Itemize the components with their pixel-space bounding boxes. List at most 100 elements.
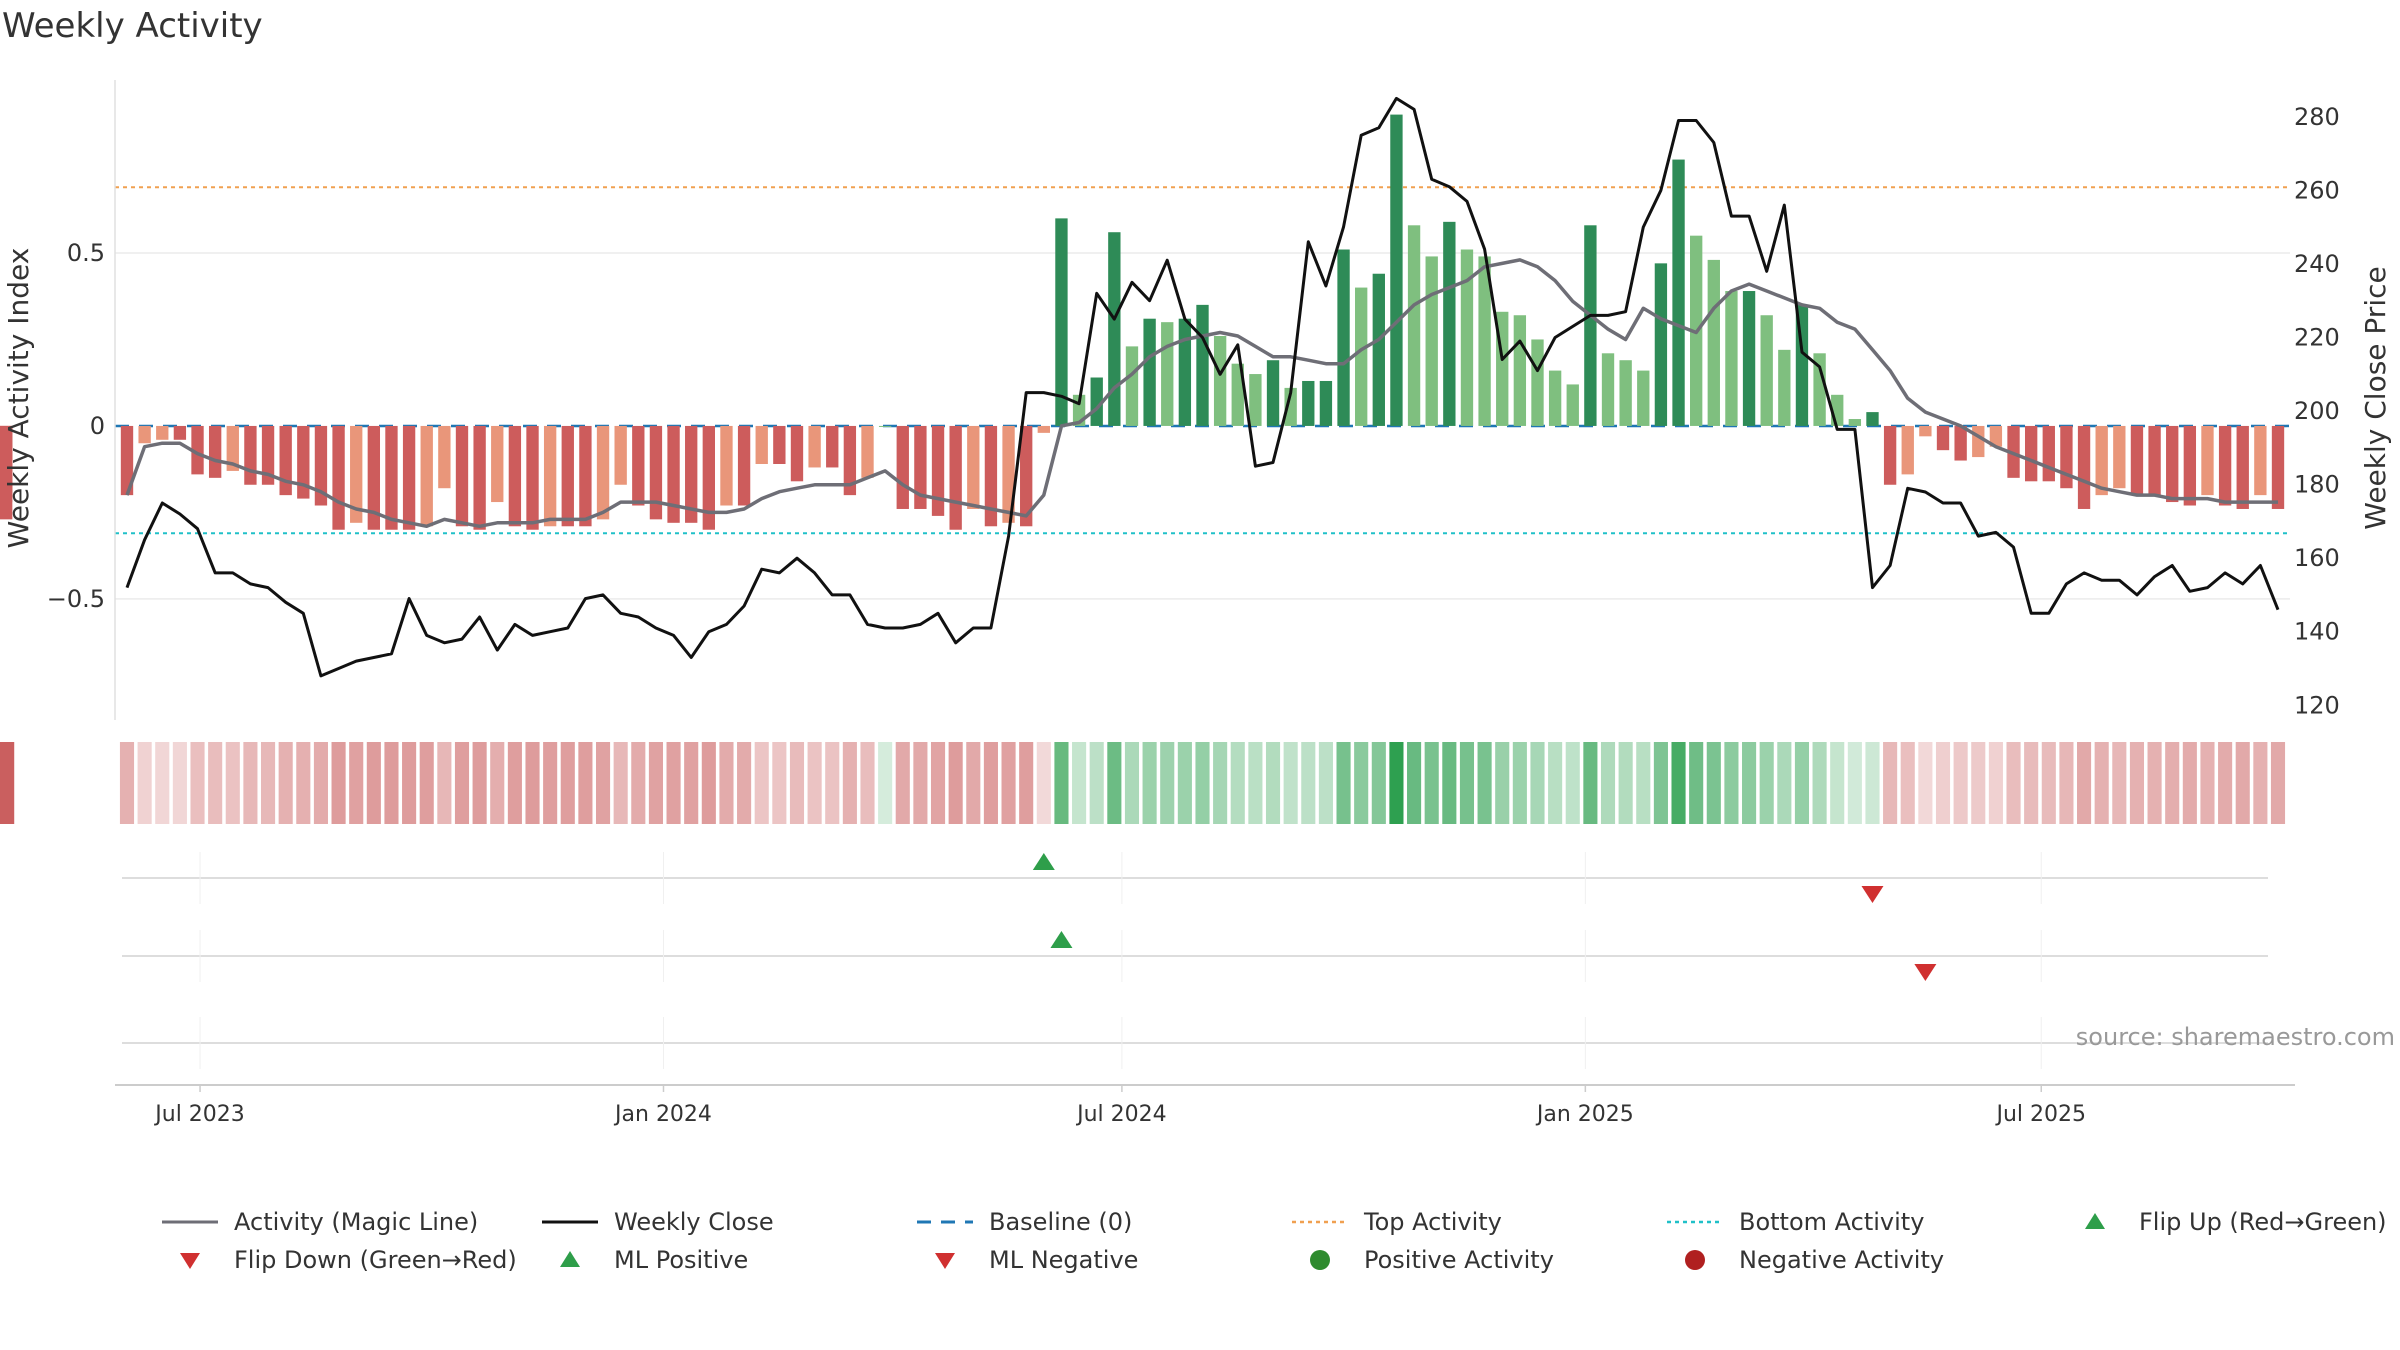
strip-cell — [2006, 742, 2021, 824]
strip-cell — [2253, 742, 2268, 824]
signal-lanes — [122, 852, 2268, 1069]
activity-bar — [279, 425, 292, 496]
y2-tick-label: 140 — [2294, 618, 2340, 646]
strip-cell — [1089, 742, 1104, 824]
strip-cell — [243, 742, 258, 824]
strip-cell — [595, 742, 611, 824]
strip-cell — [560, 742, 575, 824]
strip-cell — [366, 742, 381, 824]
activity-bar — [1742, 291, 1756, 426]
strip-cell — [948, 742, 963, 824]
activity-bar — [808, 425, 821, 468]
strip-cell — [2024, 742, 2039, 824]
strip-cell — [1072, 742, 1087, 824]
activity-bar — [350, 425, 363, 523]
strip-cell — [1160, 742, 1175, 824]
activity-bar — [843, 425, 857, 496]
strip-cell — [1459, 742, 1475, 824]
activity-bar — [1425, 256, 1438, 426]
strip-cell — [1900, 742, 1915, 824]
strip-cell — [1724, 742, 1739, 824]
activity-bar — [1707, 259, 1720, 426]
legend-item: Activity (Magic Line) — [160, 1208, 478, 1236]
activity-bar — [861, 425, 874, 478]
legend-item: Bottom Activity — [1665, 1208, 1924, 1236]
activity-bar — [2218, 425, 2232, 506]
activity-bar — [1972, 425, 1985, 458]
activity-bar — [1989, 425, 2003, 447]
legend-swatch — [2085, 1213, 2105, 1229]
legend-item: Flip Up (Red→Green) — [2065, 1208, 2387, 1236]
legend-item: Top Activity — [1290, 1208, 1502, 1236]
activity-bar — [1866, 412, 1879, 426]
strip-cell — [2041, 742, 2056, 824]
legend-circle — [1310, 1250, 1330, 1270]
activity-bar — [2254, 425, 2267, 496]
strip-cell — [1971, 742, 1986, 824]
strip-cell — [1265, 742, 1281, 824]
strip-cell — [2129, 742, 2145, 824]
axes: −0.5 0 0.5 120 140 160 180 200 220 240 260 280 Jul 2… — [47, 80, 2340, 1127]
strip-cell — [208, 742, 223, 824]
strip-cell — [1618, 742, 1633, 824]
strip-cell — [1689, 742, 1704, 824]
strip-cell — [1318, 742, 1333, 824]
activity-bar — [1337, 249, 1350, 426]
legend-swatch — [1310, 1250, 1330, 1270]
strip-cell — [1124, 742, 1140, 824]
activity-bar — [297, 425, 310, 499]
legend-swatch — [162, 1220, 218, 1224]
activity-bar — [1654, 263, 1668, 426]
strip-cell — [1935, 742, 1951, 824]
activity-bar — [543, 425, 557, 527]
y-tick-label: −0.5 — [47, 585, 105, 613]
strip-cell — [1354, 742, 1369, 824]
strip-cell — [2077, 742, 2092, 824]
legend-item: Baseline (0) — [915, 1208, 1132, 1236]
strip-cell — [983, 742, 998, 824]
activity-bar — [1778, 349, 1791, 426]
activity-bar — [1760, 315, 1773, 426]
activity-bar — [244, 425, 257, 485]
strip-cell — [1847, 742, 1862, 824]
activity-bar — [1266, 360, 1280, 426]
strip-cell — [1371, 742, 1386, 824]
flip-down-marker — [1861, 886, 1884, 903]
activity-bar — [1249, 374, 1262, 426]
activity-bar — [1883, 425, 1897, 485]
activity-bar — [1901, 425, 1914, 475]
strip-cell — [1548, 742, 1563, 824]
strip-cell — [1530, 742, 1545, 824]
legend-label: ML Positive — [614, 1246, 749, 1274]
activity-bar — [949, 425, 962, 530]
weekly-close-line — [125, 96, 2280, 678]
strip-cell — [1565, 742, 1580, 824]
strip-cell — [860, 742, 875, 824]
activity-bar — [632, 425, 645, 506]
strip-cell — [225, 742, 240, 824]
strip-cell — [1865, 742, 1880, 824]
activity-bar — [649, 425, 663, 520]
activity-bar — [191, 425, 204, 475]
strip-cell — [1477, 742, 1492, 824]
activity-bar — [1390, 114, 1403, 426]
strip-cell — [119, 742, 135, 824]
strip-cell — [1671, 742, 1686, 824]
strip-cell — [419, 742, 434, 824]
legend-item: ML Negative — [915, 1246, 1138, 1274]
activity-bar — [2271, 425, 2285, 509]
legend-label: Activity (Magic Line) — [234, 1208, 479, 1236]
legend-tri-down — [935, 1253, 955, 1269]
activity-bar — [385, 425, 398, 530]
activity-bar — [1125, 346, 1139, 426]
strip-cell — [613, 742, 628, 824]
source-text: source: sharemaestro.com — [2076, 1023, 2395, 1051]
activity-bar — [1531, 339, 1544, 426]
legend-swatch — [1667, 1220, 1723, 1224]
strip-cell — [1988, 742, 2003, 824]
strip-cell — [772, 742, 787, 824]
strip-cell — [1424, 742, 1439, 824]
strip-cell — [1248, 742, 1263, 824]
strip-cell — [1777, 742, 1792, 824]
activity-bar — [1037, 425, 1050, 433]
